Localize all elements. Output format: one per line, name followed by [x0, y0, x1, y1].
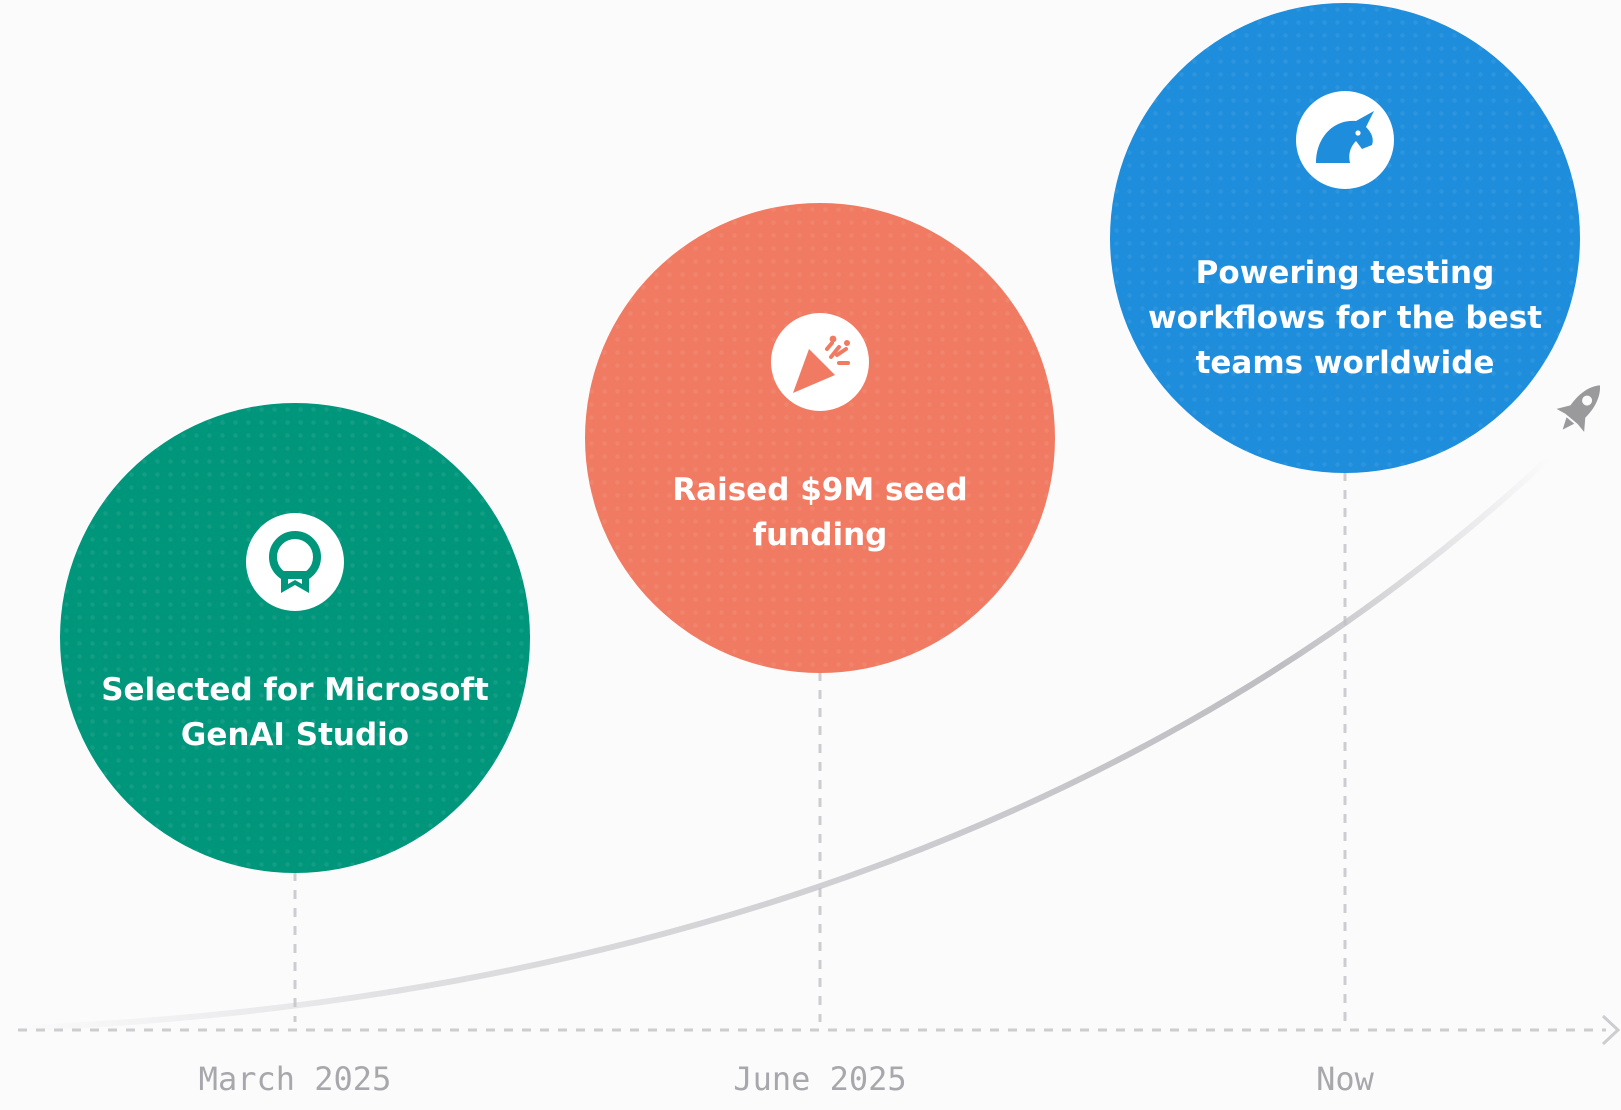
rocket-icon [1556, 385, 1600, 433]
date-label-march-2025: March 2025 [198, 1060, 392, 1098]
milestone-circle-now: Powering testing workflows for the best … [1110, 3, 1580, 473]
milestone-circle-seed-funding: Raised $9M seed funding [585, 203, 1055, 673]
date-label-june-2025: June 2025 [733, 1060, 907, 1098]
date-label-now: Now [1316, 1060, 1374, 1098]
milestone-text: Selected for Microsoft GenAI Studio [101, 672, 489, 753]
time-axis-arrowhead [1601, 1014, 1621, 1046]
milestone-text: Raised $9M seed funding [672, 472, 968, 553]
milestone-text: Powering testing workflows for the best … [1147, 255, 1543, 381]
party-popper-icon [771, 313, 869, 411]
unicorn-icon [1296, 91, 1394, 189]
growth-curve [17, 452, 1555, 1031]
milestone-circle-microsoft-genai: Selected for Microsoft GenAI Studio [60, 403, 530, 873]
award-ribbon-icon [246, 513, 344, 611]
